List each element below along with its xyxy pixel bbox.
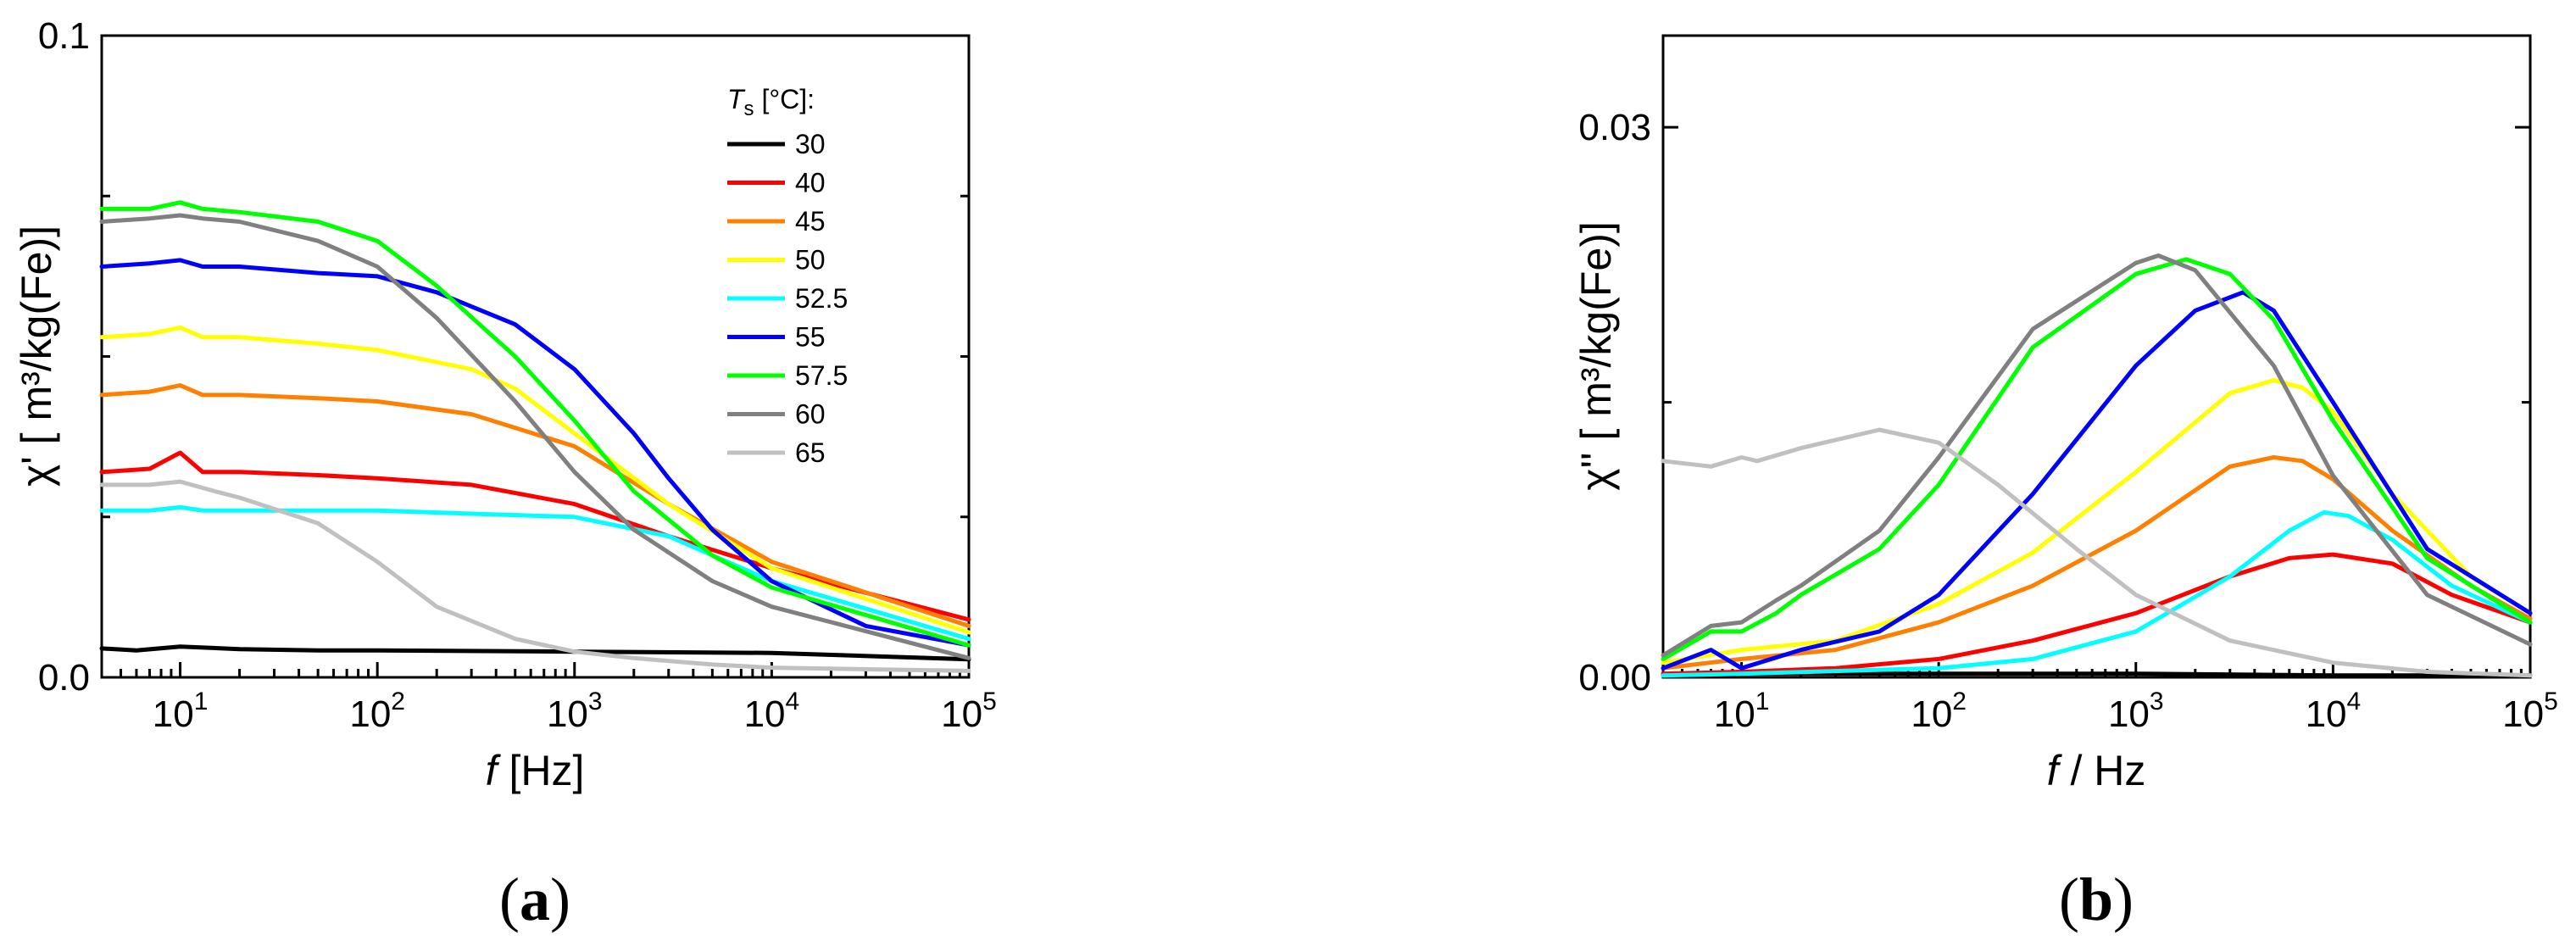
- chart-b-panel-paren-open: (: [2059, 866, 2079, 933]
- legend-label-55: 55: [795, 322, 826, 353]
- x-tick-exponent: 2: [1952, 688, 1967, 715]
- chart-a-series-line-55: [99, 258, 971, 648]
- chart-a-y-tick-label: 0.1: [38, 15, 90, 57]
- x-tick-base: 10: [1911, 693, 1952, 735]
- x-tick-exponent: 3: [588, 688, 603, 715]
- chart-b-y-axis-title: χ'' [ m³/kg(Fe)]: [1572, 221, 1620, 491]
- x-tick-exponent: 5: [2544, 688, 2558, 715]
- legend-label-52.5: 52.5: [795, 283, 848, 314]
- chart-b: 0.000.03 101 102 103 104 105 f / Hz χ'' [ m³…: [1572, 34, 2558, 933]
- chart-a-ticks: [100, 34, 971, 679]
- chart-b-series-line-40: [1661, 552, 2533, 676]
- legend-title-symbol: T: [727, 84, 746, 114]
- legend-title-subscript: s: [744, 97, 754, 120]
- chart-b-series-lines: [1661, 253, 2533, 678]
- chart-a-series-line-65: [99, 479, 971, 673]
- chart-a-series-line-52.5: [99, 504, 971, 642]
- chart-a-series-line-30: [99, 644, 971, 662]
- x-tick-exponent: 1: [1755, 688, 1770, 715]
- chart-b-x-tick-labels: 101 102 103 104 105: [1714, 688, 2558, 735]
- x-tick-exponent: 4: [2347, 688, 2362, 715]
- chart-b-x-axis-unit: / Hz: [2059, 747, 2146, 794]
- chart-a-legend: Ts [°C]: 30 40 45 50 52.5 55 57.5 60 65: [727, 84, 848, 468]
- x-tick-exponent: 5: [982, 688, 997, 715]
- chart-b-x-tick-label: 104: [2306, 688, 2362, 735]
- chart-a-y-tick-label: 0.0: [38, 657, 90, 699]
- x-tick-exponent: 4: [786, 688, 800, 715]
- chart-a-x-tick-label: 102: [349, 688, 405, 735]
- x-tick-exponent: 1: [194, 688, 209, 715]
- chart-b-y-tick-labels: 0.00 0.03: [1578, 107, 1651, 699]
- chart-a-series-lines: [99, 200, 971, 673]
- legend-title: Ts [°C]:: [727, 84, 815, 120]
- chart-a-panel-label: (a): [499, 866, 570, 933]
- chart-a-x-axis-title: f [Hz]: [486, 747, 585, 794]
- chart-a-y-tick-labels: 0.0 0.1: [38, 15, 90, 699]
- chart-a-panel-paren-close: ): [550, 866, 570, 933]
- chart-a-x-axis-unit: [Hz]: [498, 747, 585, 794]
- x-tick-base: 10: [2108, 693, 2150, 735]
- chart-b-x-axis-title: f / Hz: [2047, 747, 2146, 794]
- legend-label-57.5: 57.5: [795, 360, 848, 391]
- legend-label-65: 65: [795, 437, 826, 468]
- chart-b-y-tick-label: 0.03: [1578, 107, 1651, 148]
- legend-label-45: 45: [795, 206, 826, 237]
- chart-a-series-line-50: [99, 325, 971, 635]
- chart-b-x-tick-label: 105: [2502, 688, 2558, 735]
- x-tick-base: 10: [2502, 693, 2544, 735]
- chart-a-x-tick-labels: 101 102 103 104 105: [153, 688, 997, 735]
- chart-b-series-line-52.5: [1661, 509, 2533, 678]
- chart-a-x-tick-label: 103: [547, 688, 603, 735]
- chart-a-series-line-60: [99, 213, 971, 660]
- chart-b-x-tick-label: 102: [1911, 688, 1967, 735]
- legend-label-40: 40: [795, 168, 826, 198]
- chart-b-panel-letter: b: [2079, 866, 2113, 933]
- legend-label-60: 60: [795, 399, 826, 430]
- chart-a-x-tick-label: 104: [744, 688, 800, 735]
- chart-a: 0.00.1 101 102 103 104 105 f [Hz] χ' [ m³/kg…: [13, 15, 997, 933]
- legend-label-50: 50: [795, 245, 826, 276]
- x-tick-base: 10: [744, 693, 786, 735]
- chart-a-y-axis-title: χ' [ m³/kg(Fe)]: [13, 225, 60, 487]
- chart-b-panel-label: (b): [2059, 866, 2134, 933]
- legend-label-30: 30: [795, 129, 826, 159]
- chart-b-y-tick-label: 0.00: [1578, 657, 1651, 699]
- chart-b-series-line-60: [1661, 253, 2533, 658]
- chart-b-x-tick-label: 101: [1714, 688, 1770, 735]
- chart-a-panel-letter: a: [520, 866, 550, 933]
- chart-b-plot-frame: [1661, 34, 2532, 679]
- chart-b-series-line-57.5: [1661, 257, 2533, 661]
- x-tick-base: 10: [349, 693, 391, 735]
- chart-b-series-line-55: [1661, 290, 2533, 671]
- x-tick-base: 10: [1714, 693, 1755, 735]
- x-tick-exponent: 2: [391, 688, 405, 715]
- x-tick-base: 10: [547, 693, 588, 735]
- chart-a-legend-items: 30 40 45 50 52.5 55 57.5 60 65: [727, 129, 848, 468]
- chart-a-series-line-57.5: [99, 200, 971, 648]
- chart-a-panel-paren-open: (: [499, 866, 520, 933]
- x-tick-base: 10: [941, 693, 982, 735]
- x-tick-base: 10: [2306, 693, 2347, 735]
- chart-b-x-tick-label: 103: [2108, 688, 2164, 735]
- chart-b-panel-paren-close: ): [2113, 866, 2134, 933]
- chart-a-x-tick-label: 101: [153, 688, 209, 735]
- chart-b-series-line-45: [1661, 455, 2533, 671]
- chart-b-series-line-65: [1661, 427, 2533, 678]
- x-tick-exponent: 3: [2150, 688, 2164, 715]
- chart-a-x-tick-label: 105: [941, 688, 997, 735]
- legend-title-unit: [°C]:: [754, 84, 815, 114]
- x-tick-base: 10: [153, 693, 194, 735]
